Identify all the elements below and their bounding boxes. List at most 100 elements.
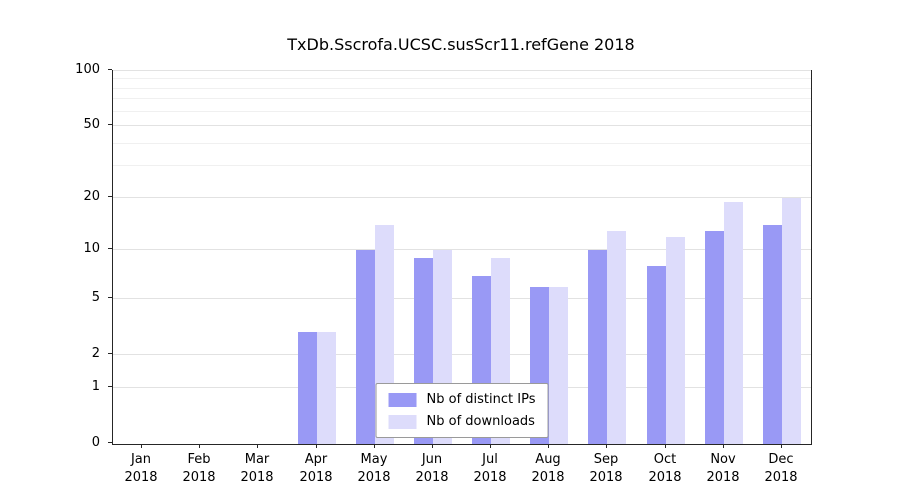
x-tick-mark <box>374 444 375 448</box>
x-tick-label: Nov 2018 <box>694 451 752 487</box>
x-tick-year: 2018 <box>648 470 682 486</box>
x-tick-year: 2018 <box>589 470 623 486</box>
x-tick-month: Nov <box>710 452 736 467</box>
x-tick-month: Apr <box>304 452 328 467</box>
x-tick-mark <box>723 444 724 448</box>
x-tick-month: Mar <box>244 452 270 467</box>
gridline <box>113 70 811 71</box>
x-tick-mark <box>316 444 317 448</box>
x-tick-month: Aug <box>535 452 561 467</box>
y-tick-label: 20 <box>83 189 100 204</box>
gridline <box>113 354 811 355</box>
x-tick-year: 2018 <box>531 470 565 486</box>
y-tick-label: 50 <box>83 117 100 132</box>
y-tick-mark <box>108 442 112 443</box>
x-tick-label: Dec 2018 <box>752 451 810 487</box>
x-tick-year: 2018 <box>182 470 216 486</box>
gridline-minor <box>113 111 811 112</box>
x-tick-month: Oct <box>653 452 677 467</box>
x-tick-year: 2018 <box>415 470 449 486</box>
x-tick-label: Aug 2018 <box>519 451 577 487</box>
bar-downloads <box>607 231 626 444</box>
y-tick-mark <box>108 248 112 249</box>
x-tick-year: 2018 <box>124 470 158 486</box>
x-tick-mark <box>606 444 607 448</box>
x-tick-label: Jan 2018 <box>112 451 170 487</box>
x-tick-mark <box>257 444 258 448</box>
bar-distinct-ips <box>763 225 782 444</box>
x-tick-month: Jul <box>482 452 498 467</box>
bar-distinct-ips <box>647 266 666 444</box>
y-tick-label: 10 <box>83 241 100 256</box>
x-tick-mark <box>665 444 666 448</box>
y-axis-labels: 0 1 2 5 10 20 50 100 <box>0 62 112 450</box>
x-tick-year: 2018 <box>357 470 391 486</box>
x-tick-year: 2018 <box>240 470 274 486</box>
legend-item: Nb of distinct IPs <box>388 392 536 407</box>
bar-distinct-ips <box>588 250 607 444</box>
gridline <box>113 298 811 299</box>
x-tick-mark <box>548 444 549 448</box>
y-tick-label: 5 <box>91 290 100 305</box>
legend: Nb of distinct IPs Nb of downloads <box>375 383 549 438</box>
legend-label: Nb of distinct IPs <box>426 392 536 407</box>
x-tick-label: May 2018 <box>345 451 403 487</box>
gridline <box>113 125 811 126</box>
legend-item: Nb of downloads <box>388 414 536 429</box>
legend-swatch <box>388 392 417 407</box>
bar-distinct-ips <box>356 250 375 444</box>
bar-downloads <box>666 237 685 444</box>
x-tick-mark <box>141 444 142 448</box>
bar-downloads <box>549 287 568 444</box>
x-tick-mark <box>199 444 200 448</box>
gridline-minor <box>113 165 811 166</box>
y-tick-label: 100 <box>75 62 100 77</box>
gridline <box>113 249 811 250</box>
x-tick-year: 2018 <box>764 470 798 486</box>
y-tick-mark <box>108 124 112 125</box>
gridline <box>113 197 811 198</box>
y-tick-mark <box>108 386 112 387</box>
gridline-minor <box>113 88 811 89</box>
x-tick-mark <box>781 444 782 448</box>
bar-distinct-ips <box>298 332 317 444</box>
x-tick-month: Feb <box>187 452 211 467</box>
x-tick-label: Mar 2018 <box>228 451 286 487</box>
x-tick-label: Sep 2018 <box>577 451 635 487</box>
x-tick-month: Jun <box>421 452 443 467</box>
bar-downloads <box>782 198 801 444</box>
x-tick-label: Feb 2018 <box>170 451 228 487</box>
x-tick-month: Dec <box>768 452 794 467</box>
legend-swatch <box>388 414 417 429</box>
bar-distinct-ips <box>705 231 724 444</box>
gridline-minor <box>113 98 811 99</box>
x-tick-month: Sep <box>593 452 619 467</box>
bar-downloads <box>724 202 743 444</box>
y-tick-mark <box>108 353 112 354</box>
x-tick-label: Oct 2018 <box>636 451 694 487</box>
x-tick-year: 2018 <box>706 470 740 486</box>
legend-label: Nb of downloads <box>426 414 535 429</box>
x-tick-year: 2018 <box>473 470 507 486</box>
x-tick-label: Jun 2018 <box>403 451 461 487</box>
x-tick-label: Apr 2018 <box>287 451 345 487</box>
y-tick-mark <box>108 297 112 298</box>
x-tick-label: Jul 2018 <box>461 451 519 487</box>
bar-downloads <box>317 332 336 444</box>
x-axis-labels: Jan 2018 Feb 2018 Mar 2018 Apr 2018 May 2018 Jun 20… <box>112 444 810 494</box>
plot-area: Nb of distinct IPs Nb of downloads <box>112 70 812 445</box>
x-tick-mark <box>432 444 433 448</box>
y-tick-mark <box>108 69 112 70</box>
gridline-minor <box>113 143 811 144</box>
x-tick-month: Jan <box>130 452 152 467</box>
x-tick-year: 2018 <box>299 470 333 486</box>
y-tick-label: 2 <box>91 346 100 361</box>
x-tick-month: May <box>360 452 388 467</box>
gridline-minor <box>113 78 811 79</box>
y-tick-label: 1 <box>91 379 100 394</box>
x-tick-mark <box>490 444 491 448</box>
y-tick-label: 0 <box>91 435 100 450</box>
chart-title: TxDb.Sscrofa.UCSC.susScr11.refGene 2018 <box>287 35 635 54</box>
y-tick-mark <box>108 196 112 197</box>
